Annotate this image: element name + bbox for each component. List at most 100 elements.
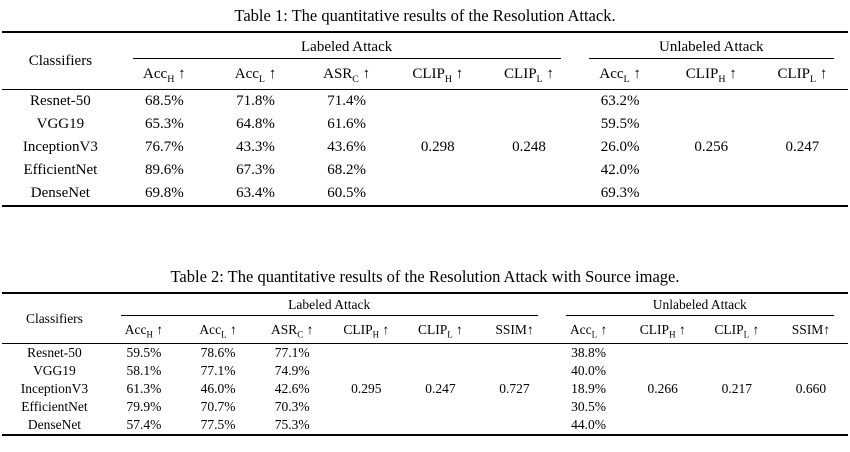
- value-cell: 67.3%: [236, 162, 275, 178]
- value-cell: 78.6%: [200, 345, 236, 360]
- value-cell: 0.247: [425, 381, 456, 396]
- table2-labeled-attack-group-header: Labeled Attack: [107, 293, 552, 316]
- value-cell: 70.3%: [274, 399, 310, 414]
- value-cell: 42.6%: [274, 381, 310, 396]
- value-cell: 77.1%: [274, 345, 310, 360]
- table2-col-header-acc-h: AccH ↑: [106, 316, 181, 344]
- value-cell: [403, 362, 477, 380]
- value-cell: 77.5%: [200, 417, 236, 432]
- value-cell: 69.3%: [600, 185, 640, 201]
- table2-col-header-unlabeled-acc-l: AccL ↑: [551, 316, 626, 344]
- up-arrow-icon: ↑: [174, 65, 186, 82]
- up-arrow-icon: ↑: [451, 65, 464, 82]
- value-cell: [757, 113, 848, 136]
- classifier-name-cell: DenseNet: [30, 185, 90, 201]
- table1-col-header-unlabeled-clip-h: CLIPH ↑: [665, 59, 757, 90]
- value-cell: [626, 362, 700, 380]
- value-cell: [392, 182, 483, 206]
- classifier-name-cell: EfficientNet: [21, 399, 88, 414]
- classifier-name-cell: Resnet-50: [27, 345, 82, 360]
- value-cell: 74.9%: [274, 363, 310, 378]
- classifier-name-cell: InceptionV3: [20, 381, 89, 396]
- value-cell: 76.7%: [144, 139, 184, 155]
- value-cell: 0.247: [785, 139, 820, 155]
- up-arrow-icon: ↑: [675, 321, 686, 337]
- table1-section: Table 1: The quantitative results of the…: [0, 6, 850, 207]
- up-arrow-icon: ↑: [816, 65, 828, 82]
- table-row: EfficientNet 89.6% 67.3% 68.2% 42.0%: [2, 159, 848, 182]
- value-cell: [774, 344, 848, 363]
- value-cell: 0.217: [721, 381, 752, 396]
- value-cell: [666, 113, 757, 136]
- value-cell: [666, 159, 757, 182]
- table1-col-header-unlabeled-clip-l: CLIPL ↑: [756, 59, 848, 90]
- table-row: Resnet-50 59.5% 78.6% 77.1% 38.8%: [2, 344, 848, 363]
- value-cell: [483, 90, 574, 114]
- value-cell: [666, 182, 757, 206]
- up-arrow-icon: ↑: [526, 321, 534, 337]
- classifier-name-cell: VGG19: [36, 116, 85, 132]
- value-cell: [774, 362, 848, 380]
- up-arrow-icon: ↑: [629, 65, 641, 82]
- value-cell: [329, 362, 403, 380]
- table2-col-header-clip-l: CLIPL ↑: [403, 316, 478, 344]
- table2-col-header-asr-c: ASRC ↑: [255, 316, 330, 344]
- page: Table 1: The quantitative results of the…: [0, 6, 850, 436]
- value-cell: 59.5%: [126, 345, 162, 360]
- value-cell: [700, 344, 774, 363]
- table2-col-header-unlabeled-ssim: SSIM↑: [773, 316, 848, 344]
- value-cell: 0.256: [694, 139, 729, 155]
- table1-labeled-attack-group-header: Labeled Attack: [119, 32, 575, 59]
- value-cell: [403, 344, 477, 363]
- up-arrow-icon: ↑: [379, 321, 390, 337]
- table1-caption: Table 1: The quantitative results of the…: [234, 6, 616, 25]
- value-cell: 0.248: [512, 139, 546, 155]
- group-label: Labeled Attack: [288, 297, 371, 312]
- value-cell: [392, 113, 483, 136]
- value-cell: 64.8%: [236, 116, 275, 132]
- table-row: VGG19 58.1% 77.1% 74.9% 40.0%: [2, 362, 848, 380]
- table-row: InceptionV3 61.3% 46.0% 42.6% 0.295 0.24…: [2, 380, 848, 398]
- value-cell: 58.1%: [126, 363, 162, 378]
- value-cell: [757, 182, 848, 206]
- value-cell: [774, 398, 848, 416]
- up-arrow-icon: ↑: [542, 65, 554, 82]
- classifier-name-cell: VGG19: [33, 363, 76, 378]
- table2-classifiers-header: Classifiers: [2, 293, 107, 344]
- value-cell: 18.9%: [571, 381, 607, 396]
- table1: Classifiers Labeled Attack Unlabeled Att…: [2, 31, 848, 207]
- value-cell: [392, 159, 483, 182]
- table-row: InceptionV3 76.7% 43.3% 43.6% 0.298 0.24…: [2, 136, 848, 159]
- classifier-name-cell: InceptionV3: [22, 139, 98, 155]
- value-cell: 46.0%: [200, 381, 236, 396]
- table1-col-header-unlabeled-acc-l: AccL ↑: [574, 59, 666, 90]
- up-arrow-icon: ↑: [725, 65, 737, 82]
- value-cell: [757, 90, 848, 114]
- value-cell: [403, 416, 477, 435]
- table-row: EfficientNet 79.9% 70.7% 70.3% 30.5%: [2, 398, 848, 416]
- value-cell: 43.3%: [236, 139, 275, 155]
- table2-col-header-ssim: SSIM↑: [477, 316, 552, 344]
- table2-col-header-unlabeled-clip-l: CLIPL ↑: [699, 316, 774, 344]
- value-cell: [403, 398, 477, 416]
- value-cell: 68.2%: [327, 162, 366, 178]
- value-cell: [392, 90, 483, 114]
- value-cell: 70.7%: [200, 399, 236, 414]
- table2-section: Table 2: The quantitative results of the…: [0, 267, 850, 436]
- value-cell: [329, 416, 403, 435]
- up-arrow-icon: ↑: [452, 321, 463, 337]
- value-cell: 38.8%: [571, 345, 607, 360]
- up-arrow-icon: ↑: [303, 321, 314, 337]
- table-row: Resnet-50 68.5% 71.8% 71.4% 63.2%: [2, 90, 848, 114]
- value-cell: 60.5%: [327, 185, 366, 201]
- value-cell: 40.0%: [571, 363, 607, 378]
- value-cell: [329, 398, 403, 416]
- value-cell: [477, 398, 551, 416]
- value-cell: 75.3%: [274, 417, 310, 432]
- value-cell: [700, 398, 774, 416]
- table1-col-header-asr-c: ASRC ↑: [301, 59, 393, 90]
- table1-col-header-clip-h: CLIPH ↑: [392, 59, 484, 90]
- value-cell: 89.6%: [144, 162, 184, 178]
- value-cell: 61.6%: [327, 116, 366, 132]
- value-cell: 65.3%: [144, 116, 184, 132]
